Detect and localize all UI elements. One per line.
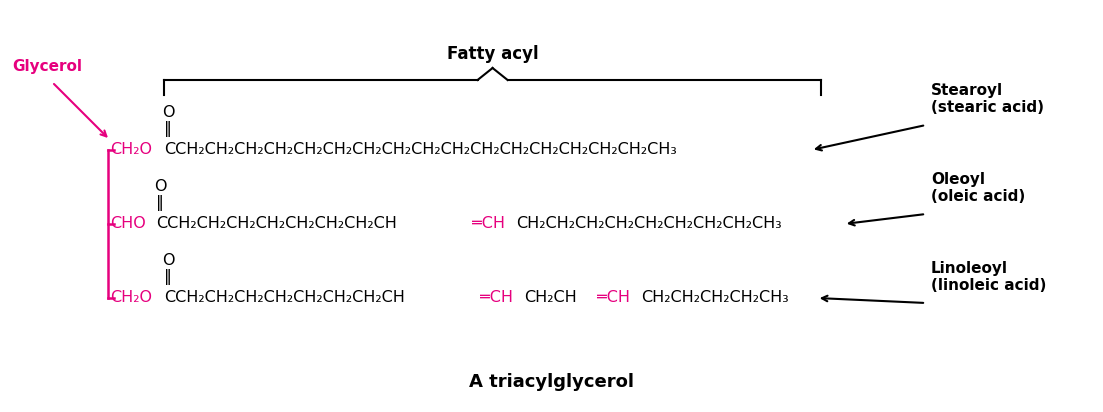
Text: CH₂O: CH₂O <box>110 143 152 157</box>
Text: O: O <box>162 253 174 268</box>
Text: O: O <box>162 105 174 120</box>
Text: O: O <box>154 179 167 194</box>
Text: A triacylglycerol: A triacylglycerol <box>469 373 634 391</box>
Text: CCH₂CH₂CH₂CH₂CH₂CH₂CH₂CH: CCH₂CH₂CH₂CH₂CH₂CH₂CH₂CH <box>164 290 405 306</box>
Text: Oleoyl
(oleic acid): Oleoyl (oleic acid) <box>931 172 1026 204</box>
Text: ═CH: ═CH <box>475 290 513 306</box>
Text: CH₂O: CH₂O <box>110 290 152 306</box>
Text: ‖: ‖ <box>157 195 164 211</box>
Text: Fatty acyl: Fatty acyl <box>447 45 538 63</box>
Text: Linoleoyl
(linoleic acid): Linoleoyl (linoleic acid) <box>931 261 1047 293</box>
Text: Stearoyl
(stearic acid): Stearoyl (stearic acid) <box>931 82 1045 115</box>
Text: Glycerol: Glycerol <box>12 59 82 75</box>
Text: CCH₂CH₂CH₂CH₂CH₂CH₂CH₂CH: CCH₂CH₂CH₂CH₂CH₂CH₂CH₂CH <box>157 216 397 232</box>
Text: CH₂CH₂CH₂CH₂CH₃: CH₂CH₂CH₂CH₂CH₃ <box>641 290 789 306</box>
Text: ═CH: ═CH <box>592 290 630 306</box>
Text: CHO: CHO <box>110 216 146 232</box>
Text: CCH₂CH₂CH₂CH₂CH₂CH₂CH₂CH₂CH₂CH₂CH₂CH₂CH₂CH₂CH₂CH₂CH₃: CCH₂CH₂CH₂CH₂CH₂CH₂CH₂CH₂CH₂CH₂CH₂CH₂CH₂… <box>164 143 677 157</box>
Text: ═CH: ═CH <box>467 216 505 232</box>
Text: ‖: ‖ <box>164 121 172 137</box>
Text: CH₂CH: CH₂CH <box>524 290 577 306</box>
Text: CH₂CH₂CH₂CH₂CH₂CH₂CH₂CH₂CH₃: CH₂CH₂CH₂CH₂CH₂CH₂CH₂CH₂CH₃ <box>516 216 782 232</box>
Text: ‖: ‖ <box>164 269 172 285</box>
